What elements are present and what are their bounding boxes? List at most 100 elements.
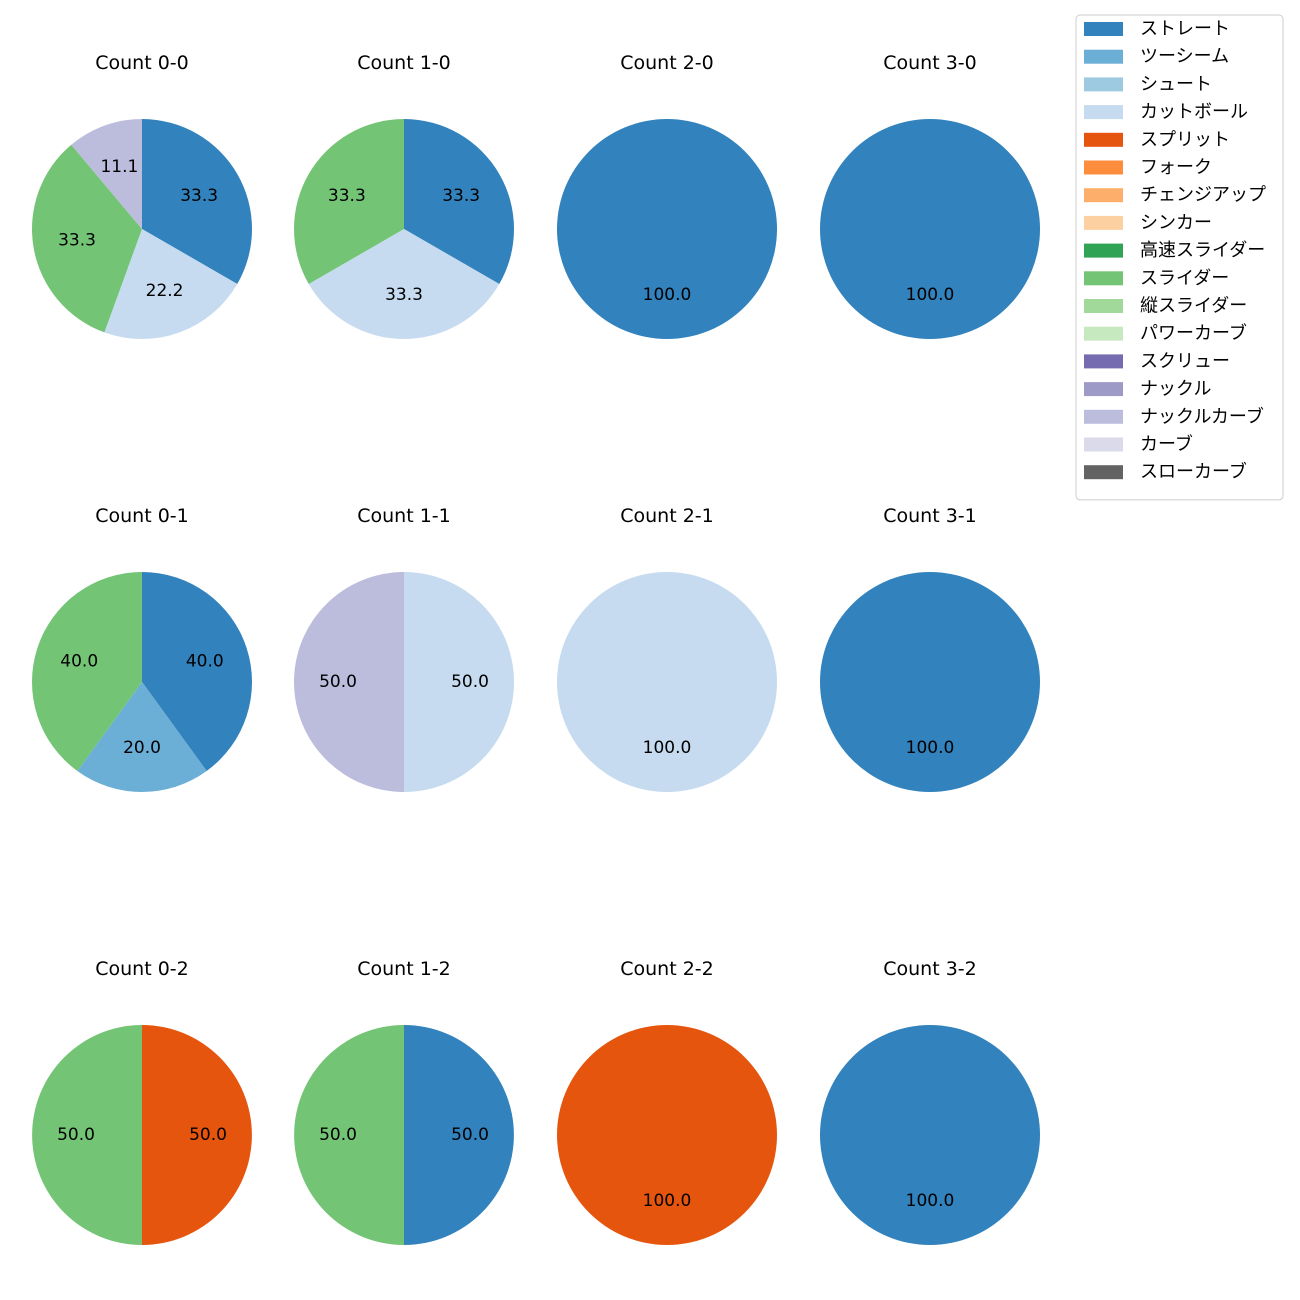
pie-slice [294,119,404,284]
legend-label: 縦スライダー [1140,296,1247,317]
pie-title: Count 0-0 [95,52,189,74]
pie-slice [820,1025,1040,1245]
pie-slice [557,1025,777,1245]
legend-label: スプリット [1140,129,1230,150]
legend-swatch [1084,188,1123,203]
pie-count-3-1: Count 3-1 100.0 [820,505,1040,792]
pie-slice [32,144,142,333]
pie-slice [820,572,1040,792]
slice-label: 50.0 [319,672,357,692]
pie-slice [142,572,253,771]
slice-label: 33.3 [385,285,423,305]
pie-slice [142,119,252,284]
legend-label: シュート [1140,74,1212,95]
legend-label: ナックル [1140,379,1211,400]
pie-title: Count 2-2 [620,958,714,980]
pie-title: Count 2-0 [620,52,714,74]
pie-slice [71,119,142,229]
pie-title: Count 1-0 [357,52,451,74]
pie-slice [557,119,777,339]
slice-label: 50.0 [451,1125,489,1145]
legend-swatch [1084,243,1123,258]
pie-count-2-1: Count 2-1 100.0 [557,505,777,792]
legend-frame [1075,14,1284,501]
pie-title: Count 0-2 [95,958,189,980]
legend-swatch [1084,382,1123,397]
legend-swatch [1084,299,1123,313]
legend-swatch [1084,160,1123,175]
pie-slice [404,119,514,284]
pie-count-0-1: Count 0-1 40.0 20.0 40.0 [31,505,253,792]
slice-label: 33.3 [58,230,96,250]
pie-slice [32,1025,142,1245]
legend-swatch [1084,132,1123,147]
pie-count-0-2: Count 0-2 50.0 50.0 [32,958,252,1245]
legend-swatch [1084,105,1123,120]
slice-label: 40.0 [60,652,98,672]
slice-label: 50.0 [189,1125,227,1145]
pie-slice [820,119,1040,339]
legend-label: 高速スライダー [1140,240,1265,261]
slice-label: 40.0 [186,652,224,672]
pie-title: Count 0-1 [95,505,189,527]
pie-count-3-2: Count 3-2 100.0 [820,958,1040,1245]
legend-label: スライダー [1140,268,1229,289]
slice-label: 50.0 [319,1125,357,1145]
pie-title: Count 3-1 [883,505,977,527]
legend-label: フォーク [1140,157,1212,178]
pie-slice [294,572,404,792]
legend-label: カットボール [1140,102,1248,123]
slice-label: 33.3 [328,186,366,206]
pie-count-2-2: Count 2-2 100.0 [557,958,777,1245]
legend: ストレートツーシームシュートカットボールスプリットフォークチェンジアップシンカー… [1075,14,1284,501]
pie-title: Count 1-1 [357,505,451,527]
pie-slice [404,572,514,792]
slice-label: 100.0 [643,1191,692,1211]
legend-label: ストレート [1140,19,1230,40]
legend-swatch [1084,354,1123,369]
pie-slice [31,572,142,771]
pie-slice [77,682,207,792]
slice-label: 50.0 [57,1125,95,1145]
legend-label: ツーシーム [1140,46,1229,67]
pie-slice [404,1025,514,1245]
legend-label: シンカー [1140,212,1212,233]
legend-swatch [1084,409,1123,424]
legend-label: パワーカーブ [1140,322,1247,344]
pie-count-2-0: Count 2-0 100.0 [557,52,777,339]
pie-count-1-1: Count 1-1 50.0 50.0 [294,505,514,792]
pie-count-3-0: Count 3-0 100.0 [820,52,1040,339]
slice-label: 50.0 [451,672,489,692]
pie-slice [142,1025,252,1245]
legend-swatch [1084,49,1123,64]
slice-label: 33.3 [442,186,480,206]
pie-count-1-0: Count 1-0 33.3 33.3 33.3 [294,52,514,339]
pie-title: Count 2-1 [620,505,714,527]
slice-label: 11.1 [100,157,138,177]
pie-count-0-0: Count 0-0 33.3 22.2 33.3 11.1 [32,52,252,339]
legend-swatch [1084,215,1123,230]
pie-slice [308,229,500,339]
pie-count-1-2: Count 1-2 50.0 50.0 [294,958,514,1245]
slice-label: 100.0 [906,285,955,305]
legend-swatch [1084,326,1123,341]
pies-layer: Count 0-0 33.3 22.2 33.3 11.1 Count 1-0 33.3 33… [31,52,1040,1245]
pie-title: Count 3-0 [883,52,977,74]
pie-slice [294,1025,404,1245]
slice-label: 22.2 [146,281,184,301]
slice-label: 100.0 [906,738,955,758]
pie-title: Count 3-2 [883,958,977,980]
legend-swatch [1084,271,1123,286]
legend-label: カーブ [1140,433,1193,455]
pie-slice [104,229,238,339]
legend-label: スローカーブ [1140,461,1247,483]
pie-slice [557,572,777,792]
slice-label: 100.0 [643,738,692,758]
legend-swatch [1084,22,1123,36]
slice-label: 33.3 [180,186,218,206]
slice-label: 20.0 [123,738,161,758]
legend-swatch [1084,77,1123,92]
slice-label: 100.0 [643,285,692,305]
legend-swatch [1084,437,1123,452]
